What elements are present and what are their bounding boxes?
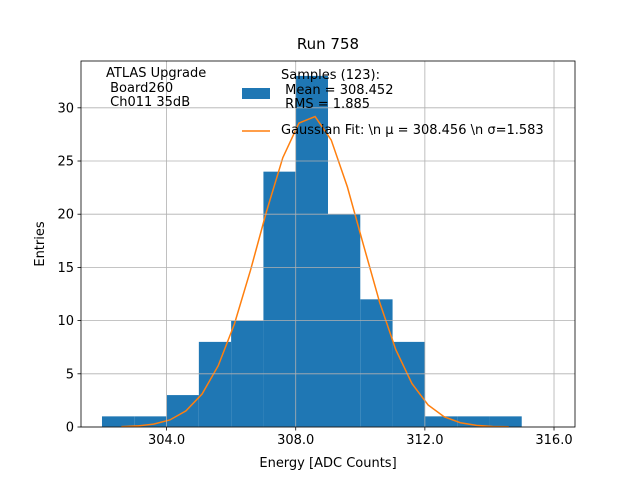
y-axis-label: Entries [33,221,48,267]
x-tick-label: 308.0 [277,433,314,448]
histogram-bar [424,416,458,427]
legend-label: Samples (123): Mean = 308.452 RMS = 1.88… [281,68,394,112]
y-tick-label: 30 [57,101,74,116]
histogram-bar [457,416,490,427]
x-tick-label: 304.0 [148,433,185,448]
fit-line [121,115,509,428]
histogram-bar [295,75,328,427]
histogram-bar [101,416,135,427]
histogram-bar [134,416,167,427]
legend-label: Gaussian Fit: \n μ = 308.456 \n σ=1.583 [281,123,544,138]
histogram-bar [198,341,232,427]
annotation-line: Ch011 35dB [106,95,191,110]
histogram-bar [263,171,296,427]
legend-swatch [242,88,270,99]
y-tick-label: 15 [57,261,74,276]
histogram-bar [489,416,522,427]
histogram-bar [166,395,199,427]
y-tick-label: 25 [57,155,74,170]
y-tick-label: 10 [57,314,74,329]
annotation-line: Board260 [106,80,174,96]
x-tick-label: 312.0 [406,433,443,448]
x-tick-label: 316.0 [535,433,572,448]
y-tick-label: 0 [66,421,74,436]
plot-frame [80,60,576,428]
annotation-line: ATLAS Upgrade [106,66,207,81]
y-tick-label: 20 [57,208,74,223]
histogram-bar [392,341,425,427]
y-tick-label: 5 [66,367,74,382]
histogram-bar [360,299,393,427]
x-axis-label: Energy [ADC Counts] [259,456,396,471]
chart-title: Run 758 [297,35,359,53]
